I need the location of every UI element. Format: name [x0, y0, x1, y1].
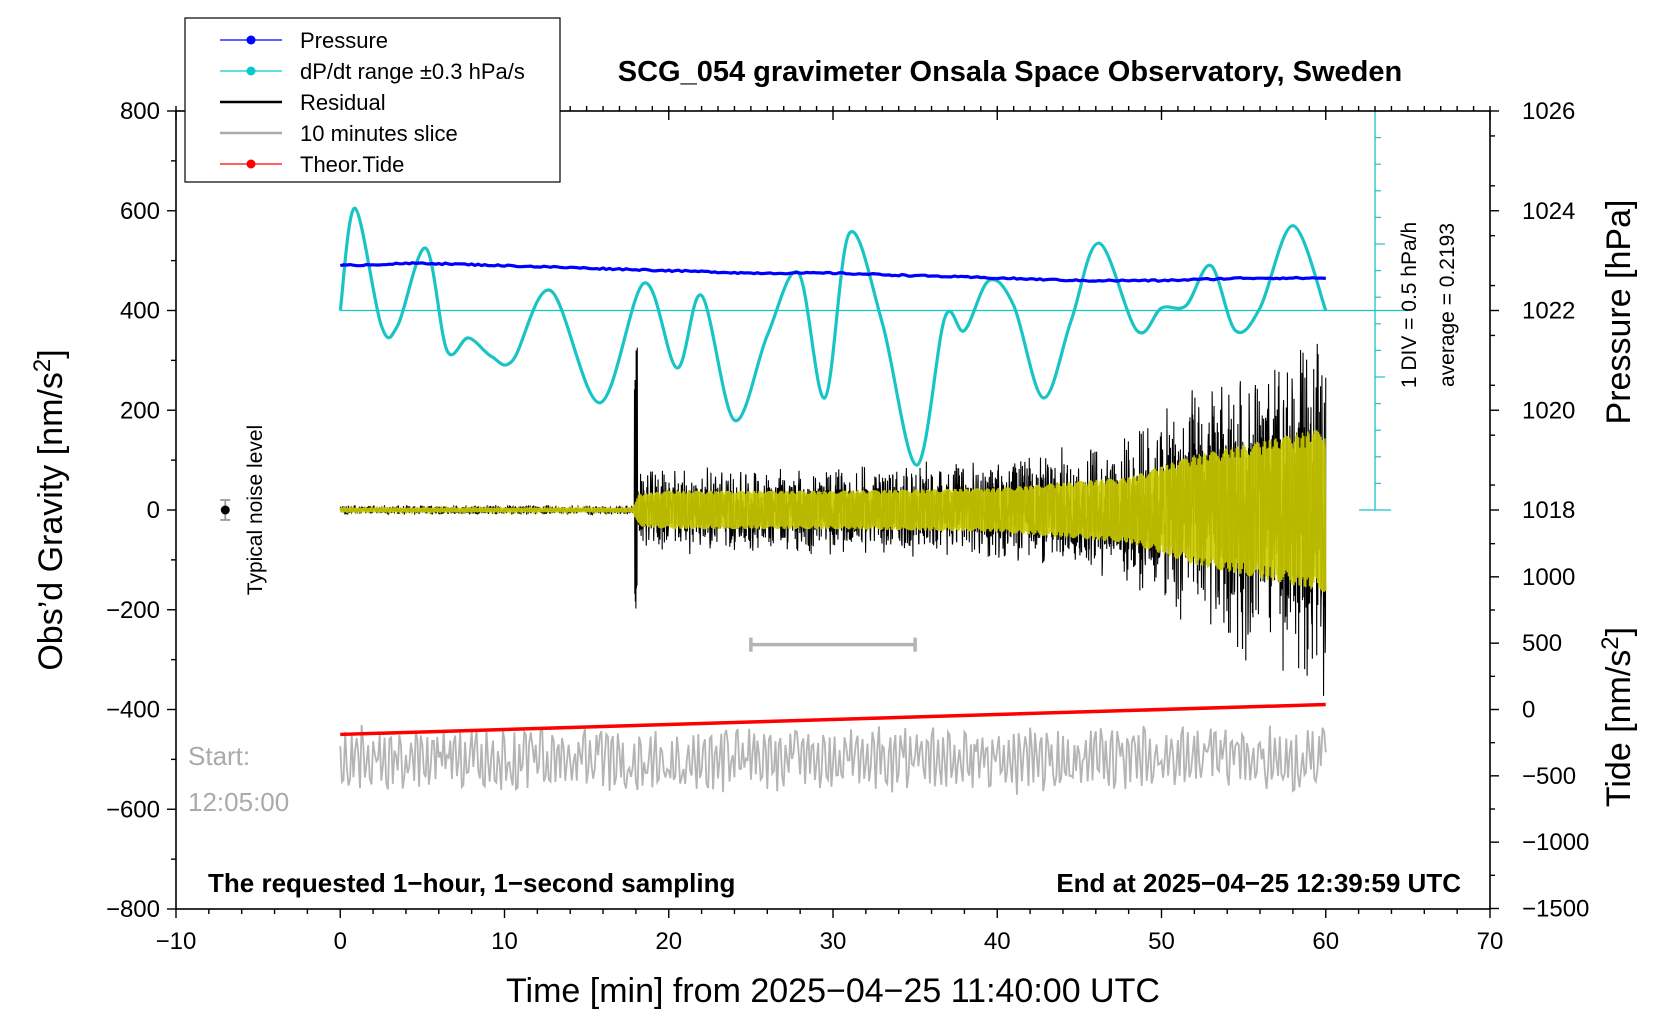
pressure-series-line [339, 261, 1326, 283]
x-tick-label: 20 [655, 928, 682, 955]
x-tick-label: 60 [1312, 928, 1339, 955]
y-tide-tick-label: −1500 [1522, 896, 1589, 923]
dpdt-series-line [338, 206, 1328, 467]
legend-item: Pressure [220, 28, 388, 53]
x-tick-label: 30 [820, 928, 847, 955]
legend-item: 10 minutes slice [220, 121, 458, 146]
y-left-tick-label: 600 [120, 198, 160, 225]
legend-swatch-marker [246, 66, 256, 76]
x-tick-label: 10 [491, 928, 518, 955]
series-layer [220, 110, 1408, 795]
scale-div-label: 1 DIV = 0.5 hPa/h [1398, 222, 1421, 388]
y-left-tick-label: 200 [120, 397, 160, 424]
y-tide-tick-label: −500 [1522, 763, 1576, 790]
chart-title: SCG_054 gravimeter Onsala Space Observat… [618, 56, 1402, 88]
x-axis-label: Time [min] from 2025−04−25 11:40:00 UTC [506, 972, 1160, 1010]
legend: Pressure dP/dt range ±0.3 hPa/s Residual 10… [184, 17, 561, 183]
y-tide-tick-label: 0 [1522, 697, 1535, 724]
y-tide-tick-label: 500 [1522, 630, 1562, 657]
noise-marker-point [220, 505, 230, 515]
x-tick-label: 70 [1477, 928, 1504, 955]
y-left-tick-label: −600 [106, 796, 160, 823]
y-pressure-tick-label: 1018 [1522, 497, 1575, 524]
y-axis-left-label: Obs’d Gravity [nm/s2] [29, 349, 70, 670]
footer-end-label: End at 2025−04−25 12:39:59 UTC [1056, 868, 1461, 898]
legend-label: Pressure [300, 28, 388, 53]
y-left-tick-label: −400 [106, 697, 160, 724]
y-tide-tick-label: −1000 [1522, 829, 1589, 856]
legend-label: dP/dt range ±0.3 hPa/s [300, 59, 525, 84]
x-tick-label: −10 [156, 928, 197, 955]
scale-average-label: average = 0.2193 [1436, 223, 1459, 387]
x-tick-label: 50 [1148, 928, 1175, 955]
y-left-tick-label: 800 [120, 98, 160, 125]
legend-item: Theor.Tide [220, 152, 404, 177]
legend-box [184, 17, 561, 183]
legend-items: Pressure dP/dt range ±0.3 hPa/s Residual 10… [220, 28, 525, 177]
legend-item: Residual [220, 90, 386, 115]
theor-tide-line [340, 702, 1326, 737]
legend-swatch-marker [246, 159, 256, 169]
filtered-residual-line [339, 429, 1327, 592]
legend-label: Theor.Tide [300, 152, 404, 177]
x-tick-label: 40 [984, 928, 1011, 955]
y-left-tick-label: 0 [147, 497, 160, 524]
legend-item: dP/dt range ±0.3 hPa/s [220, 59, 525, 84]
slice-series-line [339, 724, 1327, 795]
y-axis-pressure-label: Pressure [hPa] [1600, 200, 1638, 425]
ticks-layer: −10 0 10 20 30 40 50 60 708006004002000−200−400−… [106, 98, 1589, 955]
x-tick-label: 0 [334, 928, 347, 955]
legend-swatch-marker [246, 35, 256, 45]
y-pressure-tick-label: 1024 [1522, 198, 1575, 225]
legend-label: Residual [300, 90, 386, 115]
footer-sampling-label: The requested 1−hour, 1−second sampling [208, 868, 735, 898]
y-axis-tide-label: Tide [nm/s2] [1597, 627, 1638, 807]
y-tide-tick-label: 1000 [1522, 564, 1575, 591]
y-left-tick-label: −800 [106, 896, 160, 923]
start-label: Start: [188, 741, 250, 771]
y-pressure-tick-label: 1026 [1522, 98, 1575, 125]
noise-level-label: Typical noise level [244, 425, 267, 595]
y-left-tick-label: −200 [106, 597, 160, 624]
y-left-tick-label: 400 [120, 298, 160, 325]
start-time: 12:05:00 [188, 787, 289, 817]
y-pressure-tick-label: 1022 [1522, 298, 1575, 325]
y-pressure-tick-label: 1020 [1522, 397, 1575, 424]
legend-label: 10 minutes slice [300, 121, 458, 146]
